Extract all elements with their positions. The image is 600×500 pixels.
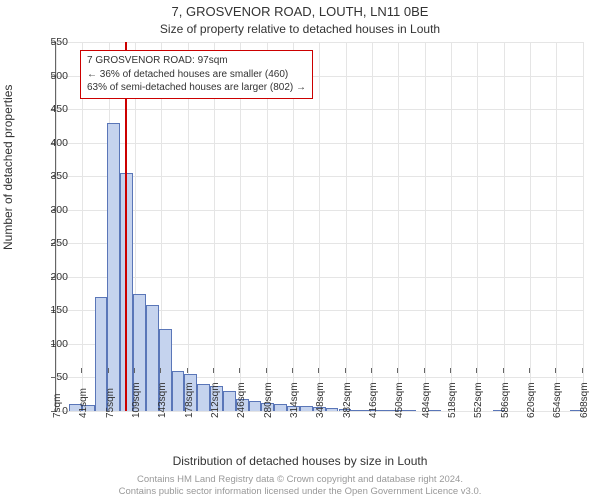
x-tick-label: 484sqm bbox=[421, 382, 432, 418]
gridline-v bbox=[319, 42, 320, 411]
y-tick-label: 300 bbox=[40, 204, 68, 216]
histogram-bar bbox=[197, 384, 210, 411]
histogram-bar bbox=[107, 123, 120, 411]
footer-attribution: Contains HM Land Registry data © Crown c… bbox=[0, 474, 600, 498]
y-tick-label: 50 bbox=[40, 371, 68, 383]
x-tick-mark bbox=[424, 368, 425, 373]
x-tick-label: 41sqm bbox=[78, 388, 89, 418]
x-tick-mark bbox=[266, 368, 267, 373]
footer-line-2: Contains public sector information licen… bbox=[119, 486, 482, 497]
x-tick-label: 552sqm bbox=[473, 382, 484, 418]
gridline-v bbox=[425, 42, 426, 411]
x-tick-mark bbox=[345, 368, 346, 373]
gridline-v bbox=[398, 42, 399, 411]
x-tick-mark bbox=[555, 368, 556, 373]
x-tick-label: 314sqm bbox=[289, 382, 300, 418]
y-axis-label: Number of detached properties bbox=[1, 85, 15, 250]
x-tick-mark bbox=[187, 368, 188, 373]
y-tick-label: 250 bbox=[40, 237, 68, 249]
gridline-v bbox=[530, 42, 531, 411]
x-tick-label: 246sqm bbox=[236, 382, 247, 418]
y-tick-label: 550 bbox=[40, 36, 68, 48]
chart-subtitle: Size of property relative to detached ho… bbox=[0, 22, 600, 36]
y-tick-label: 150 bbox=[40, 304, 68, 316]
x-tick-label: 620sqm bbox=[526, 382, 537, 418]
x-tick-label: 518sqm bbox=[447, 382, 458, 418]
x-tick-label: 75sqm bbox=[105, 388, 116, 418]
x-tick-label: 109sqm bbox=[131, 382, 142, 418]
x-tick-label: 586sqm bbox=[500, 382, 511, 418]
gridline-v bbox=[372, 42, 373, 411]
y-tick-label: 500 bbox=[40, 70, 68, 82]
x-tick-mark bbox=[503, 368, 504, 373]
histogram-bar bbox=[249, 401, 262, 411]
x-tick-label: 654sqm bbox=[552, 382, 563, 418]
histogram-bar bbox=[300, 406, 313, 411]
x-tick-mark bbox=[160, 368, 161, 373]
x-tick-label: 143sqm bbox=[157, 382, 168, 418]
x-tick-mark bbox=[582, 368, 583, 373]
gridline-v bbox=[477, 42, 478, 411]
x-axis-label: Distribution of detached houses by size … bbox=[0, 454, 600, 468]
histogram-bar bbox=[351, 410, 364, 411]
annotation-line: ← 36% of detached houses are smaller (46… bbox=[87, 68, 306, 82]
x-tick-label: 212sqm bbox=[210, 382, 221, 418]
annotation-box: 7 GROSVENOR ROAD: 97sqm← 36% of detached… bbox=[80, 50, 313, 99]
y-tick-label: 400 bbox=[40, 137, 68, 149]
x-tick-mark bbox=[134, 368, 135, 373]
x-tick-mark bbox=[371, 368, 372, 373]
x-tick-label: 178sqm bbox=[184, 382, 195, 418]
y-tick-label: 350 bbox=[40, 170, 68, 182]
gridline-v bbox=[504, 42, 505, 411]
y-tick-label: 200 bbox=[40, 271, 68, 283]
gridline-v bbox=[451, 42, 452, 411]
annotation-line: 7 GROSVENOR ROAD: 97sqm bbox=[87, 54, 306, 68]
footer-line-1: Contains HM Land Registry data © Crown c… bbox=[137, 474, 463, 485]
y-tick-label: 100 bbox=[40, 338, 68, 350]
gridline-v bbox=[556, 42, 557, 411]
x-tick-mark bbox=[450, 368, 451, 373]
histogram-bar bbox=[172, 371, 185, 411]
x-tick-mark bbox=[318, 368, 319, 373]
x-tick-label: 416sqm bbox=[368, 382, 379, 418]
x-tick-mark bbox=[213, 368, 214, 373]
y-tick-label: 450 bbox=[40, 103, 68, 115]
x-tick-label: 688sqm bbox=[579, 382, 590, 418]
x-tick-mark bbox=[529, 368, 530, 373]
x-tick-mark bbox=[239, 368, 240, 373]
gridline-v bbox=[56, 42, 57, 411]
histogram-bar bbox=[274, 404, 287, 411]
x-tick-mark bbox=[55, 368, 56, 373]
x-tick-mark bbox=[397, 368, 398, 373]
x-tick-mark bbox=[81, 368, 82, 373]
plot-area: 7 GROSVENOR ROAD: 97sqm← 36% of detached… bbox=[55, 42, 583, 412]
x-tick-mark bbox=[108, 368, 109, 373]
histogram-bar bbox=[326, 408, 339, 411]
histogram-bar bbox=[223, 391, 236, 411]
gridline-v bbox=[346, 42, 347, 411]
gridline-v bbox=[583, 42, 584, 411]
annotation-line: 63% of semi-detached houses are larger (… bbox=[87, 81, 306, 95]
x-tick-label: 382sqm bbox=[342, 382, 353, 418]
x-tick-label: 450sqm bbox=[394, 382, 405, 418]
chart-supertitle: 7, GROSVENOR ROAD, LOUTH, LN11 0BE bbox=[0, 4, 600, 19]
x-tick-label: 7sqm bbox=[52, 394, 63, 418]
x-tick-mark bbox=[292, 368, 293, 373]
x-tick-label: 280sqm bbox=[263, 382, 274, 418]
x-tick-mark bbox=[476, 368, 477, 373]
x-tick-label: 348sqm bbox=[315, 382, 326, 418]
